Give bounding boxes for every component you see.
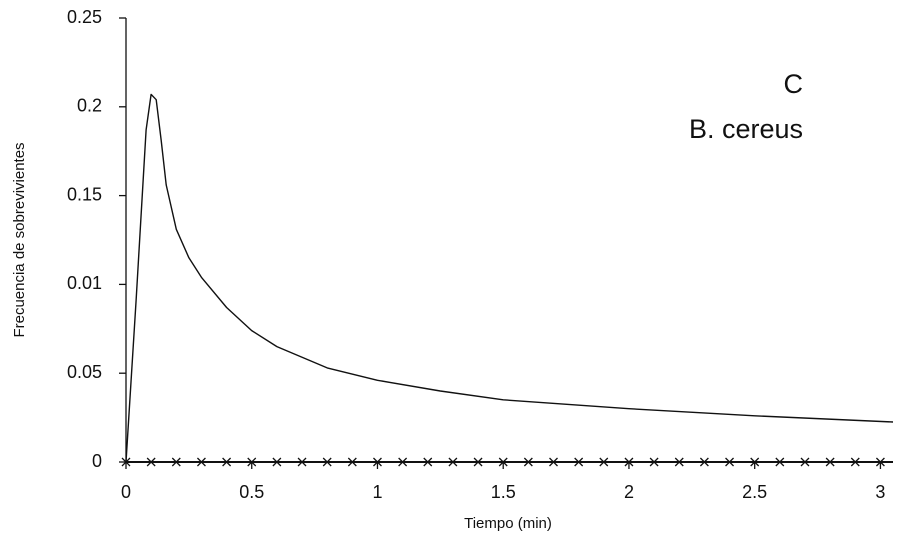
point-marker: [775, 457, 785, 467]
y-tick-label: 0.01: [67, 273, 102, 293]
point-marker: [523, 457, 533, 467]
point-marker: [347, 457, 357, 467]
x-tick-label: 3: [875, 482, 885, 502]
point-marker: [699, 457, 709, 467]
y-tick-label: 0.25: [67, 7, 102, 27]
annotation: B. cereus: [689, 114, 803, 144]
point-marker: [171, 457, 181, 467]
point-marker: [850, 457, 860, 467]
x-axis-title: Tiempo (min): [464, 515, 552, 532]
point-marker: [121, 457, 131, 467]
x-tick-label: 2: [624, 482, 634, 502]
point-marker: [322, 457, 332, 467]
point-marker: [549, 457, 558, 467]
point-marker: [574, 457, 584, 467]
point-marker: [599, 457, 609, 467]
point-marker: [373, 457, 382, 467]
point-marker: [423, 457, 433, 467]
point-marker: [196, 457, 206, 467]
point-marker: [624, 457, 634, 467]
point-marker: [448, 457, 458, 467]
point-marker: [649, 457, 659, 467]
point-marker: [272, 457, 282, 467]
point-marker: [498, 457, 508, 467]
y-tick-label: 0: [92, 451, 102, 471]
y-tick-label: 0.15: [67, 184, 102, 204]
x-tick-label: 0: [121, 482, 131, 502]
point-marker: [674, 457, 684, 467]
x-tick-label: 0.5: [239, 482, 264, 502]
point-marker: [473, 457, 483, 467]
x-tick-label: 2.5: [742, 482, 767, 502]
point-marker: [725, 457, 735, 467]
point-marker: [247, 457, 257, 467]
point-marker: [750, 457, 760, 467]
y-axis-title: Frecuencia de sobrevivientes: [11, 142, 28, 337]
y-tick-label: 0.05: [67, 362, 102, 382]
x-tick-label: 1: [372, 482, 382, 502]
x-tick-label: 1.5: [491, 482, 516, 502]
point-marker: [875, 457, 885, 467]
point-marker: [800, 457, 810, 467]
y-tick-label: 0.2: [77, 96, 102, 116]
point-marker: [146, 457, 156, 467]
point-marker: [222, 457, 232, 467]
point-marker: [297, 457, 307, 467]
point-marker: [825, 457, 835, 467]
annotation: C: [784, 69, 804, 99]
line-series: [125, 93, 894, 463]
point-marker: [398, 457, 408, 467]
